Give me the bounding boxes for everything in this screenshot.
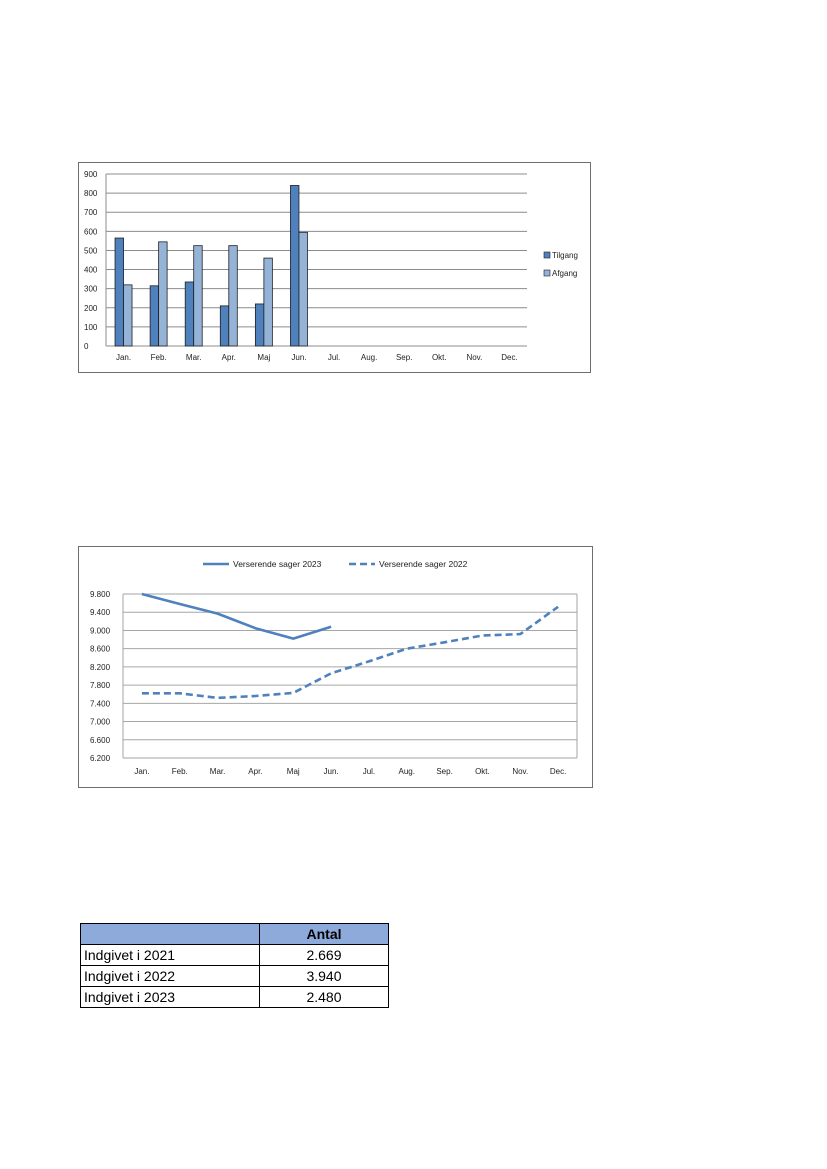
table-header-antal: Antal xyxy=(259,923,389,945)
bar-tilgang xyxy=(254,303,265,347)
table-row: Indgivet i 2021 2.669 xyxy=(80,944,389,966)
bar-afgang xyxy=(298,231,308,347)
bar-afgang xyxy=(228,245,238,347)
line-y-tick-label: 8.200 xyxy=(90,663,111,672)
line-y-tick-label: 9.000 xyxy=(90,626,111,635)
line-y-tick-label: 6.600 xyxy=(90,736,111,745)
line-x-tick-label: Jan. xyxy=(134,767,149,776)
line-chart: 6.200 6.600 7.000 7.400 7.800 8.200 8.600 9.000… xyxy=(78,546,593,788)
line-y-tick-label: 9.800 xyxy=(90,590,111,599)
line-x-tick-label: Aug. xyxy=(399,767,415,776)
table-row-label: Indgivet i 2021 xyxy=(80,944,260,966)
bar-x-tick-label: Mar. xyxy=(186,353,202,362)
line-x-tick-label: Jul. xyxy=(363,767,375,776)
bar-legend-swatch xyxy=(543,269,551,277)
bar-afgang xyxy=(158,241,168,347)
bar-tilgang xyxy=(290,185,300,347)
bar-legend-label: Tilgang xyxy=(552,251,578,260)
bar-x-tick-label: Sep. xyxy=(396,353,412,362)
bar-afgang xyxy=(123,284,133,347)
bar-legend-label: Afgang xyxy=(552,269,577,278)
bar-chart-svg: 0 100 200 300 400 500 600 700 800 900 Jan. Feb. Mar.… xyxy=(84,170,578,362)
table-row-value: 2.669 xyxy=(259,944,389,966)
bar-x-tick-label: Jan. xyxy=(116,353,131,362)
line-x-tick-label: Maj xyxy=(287,767,300,776)
line-legend-label: Verserende sager 2023 xyxy=(233,559,322,569)
line-y-tick-label: 9.400 xyxy=(90,608,111,617)
line-y-tick-label: 8.600 xyxy=(90,645,111,654)
line-y-tick-label: 6.200 xyxy=(90,754,111,763)
bar-tilgang xyxy=(184,281,195,347)
line-series-2022 xyxy=(141,605,559,700)
bar-y-tick-label: 100 xyxy=(84,323,98,332)
bar-y-tick-label: 300 xyxy=(84,285,98,294)
bar-y-tick-label: 500 xyxy=(84,246,98,255)
table-header-empty xyxy=(80,923,260,945)
bar-afgang xyxy=(193,245,203,347)
table-row: Indgivet i 2022 3.940 xyxy=(80,965,389,987)
table-row-label: Indgivet i 2023 xyxy=(80,986,260,1008)
line-x-tick-label: Mar. xyxy=(210,767,226,776)
bar-chart: 0 100 200 300 400 500 600 700 800 900 Jan. Feb. Mar.… xyxy=(78,162,591,373)
bar-x-tick-label: Dec. xyxy=(501,353,517,362)
table-row: Indgivet i 2023 2.480 xyxy=(80,986,389,1008)
table-row-value: 3.940 xyxy=(259,965,389,987)
line-x-tick-label: Jun. xyxy=(324,767,339,776)
line-x-tick-label: Sep. xyxy=(436,767,452,776)
bar-y-tick-label: 900 xyxy=(84,170,98,179)
table-row-label: Indgivet i 2022 xyxy=(80,965,260,987)
line-x-tick-label: Dec. xyxy=(550,767,566,776)
line-y-tick-label: 7.800 xyxy=(90,681,111,690)
filed-cases-table: Antal Indgivet i 2021 2.669 Indgivet i 2… xyxy=(80,923,389,1008)
table-header-row: Antal xyxy=(80,923,389,945)
bar-x-tick-label: Jul. xyxy=(328,353,340,362)
bar-y-tick-label: 200 xyxy=(84,304,98,313)
bar-legend-swatch xyxy=(543,251,551,259)
bar-x-tick-label: Nov. xyxy=(466,353,482,362)
bar-x-tick-label: Feb. xyxy=(151,353,167,362)
line-y-tick-label: 7.000 xyxy=(90,718,111,727)
bar-x-tick-label: Jun. xyxy=(291,353,306,362)
bar-x-tick-label: Aug. xyxy=(361,353,377,362)
line-x-tick-label: Okt. xyxy=(475,767,490,776)
line-series-2023 xyxy=(141,592,332,640)
bar-y-tick-label: 400 xyxy=(84,266,98,275)
line-x-tick-label: Nov. xyxy=(512,767,528,776)
bar-tilgang xyxy=(114,237,124,347)
bar-afgang xyxy=(263,257,273,347)
line-legend-label: Verserende sager 2022 xyxy=(379,559,468,569)
line-x-tick-label: Feb. xyxy=(172,767,188,776)
line-y-tick-label: 7.400 xyxy=(90,699,111,708)
bar-tilgang xyxy=(149,285,160,347)
bar-y-tick-label: 700 xyxy=(84,208,98,217)
bar-y-tick-label: 0 xyxy=(84,342,89,351)
bar-x-tick-label: Maj xyxy=(257,353,270,362)
line-x-tick-label: Apr. xyxy=(248,767,262,776)
bar-x-tick-label: Okt. xyxy=(432,353,447,362)
line-chart-svg: 6.200 6.600 7.000 7.400 7.800 8.200 8.600 9.000… xyxy=(90,559,578,776)
bar-tilgang xyxy=(219,305,230,347)
bar-y-tick-label: 800 xyxy=(84,189,98,198)
table-row-value: 2.480 xyxy=(259,986,389,1008)
bar-y-tick-label: 600 xyxy=(84,227,98,236)
bar-x-tick-label: Apr. xyxy=(222,353,236,362)
